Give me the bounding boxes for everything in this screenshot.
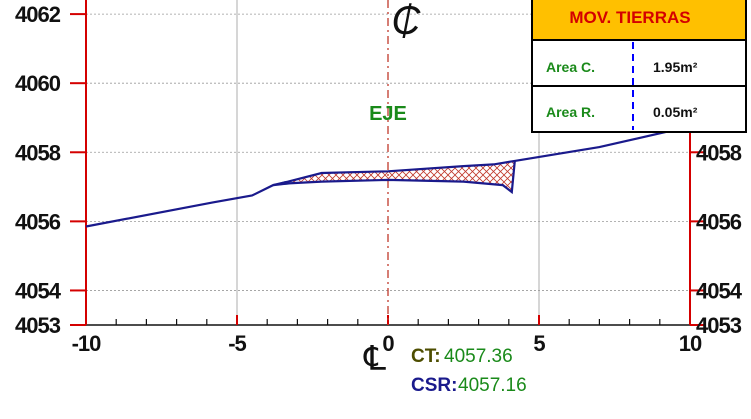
y-tick-label: 4056: [696, 209, 742, 234]
y-tick-label: 4060: [15, 71, 61, 96]
y-tick-label: 4062: [15, 2, 61, 27]
x-tick-label: 10: [679, 331, 702, 356]
x-tick-label: 5: [533, 331, 545, 356]
x-tick-label: 0: [382, 331, 394, 356]
earthworks-header: [531, 0, 747, 41]
earthworks-table: MOV. TIERRAS Area C. 1.95m² Area R. 0.05…: [531, 0, 747, 133]
x-tick-label: -5: [228, 331, 246, 356]
subgrade-line: [273, 160, 516, 195]
row-label: Area C.: [546, 59, 595, 75]
y-tick-label: 4054: [696, 278, 743, 303]
ct-label: CT:: [411, 346, 441, 367]
row-value: 0.05m²: [653, 104, 698, 120]
csr-label: CSR:: [411, 375, 457, 396]
csr-value: 4057.16: [458, 375, 527, 396]
terrain-line: [85, 125, 691, 228]
annotations: ℄ CT: 4057.36 CSR: 4057.16: [363, 340, 527, 396]
y-tick-label: 4054: [15, 278, 62, 303]
row-label: Area R.: [546, 104, 595, 120]
axis-symbol: ₵: [392, 0, 422, 43]
x-tick-label: -10: [72, 331, 102, 356]
ct-value: 4057.36: [444, 346, 513, 367]
y-tick-label: 4053: [15, 313, 61, 338]
axis-label: EJE: [369, 103, 407, 125]
y-tick-label: 4056: [15, 209, 61, 234]
centerline-symbol: ℄: [363, 340, 386, 378]
profile-lines: [85, 125, 691, 228]
y-tick-label: 4053: [696, 313, 742, 338]
row-value: 1.95m²: [653, 59, 698, 75]
y-tick-label: 4058: [15, 140, 61, 165]
y-tick-label: 4058: [696, 140, 742, 165]
earthworks-title: MOV. TIERRAS: [569, 8, 690, 27]
centerline: ₵ EJE: [369, 0, 422, 325]
